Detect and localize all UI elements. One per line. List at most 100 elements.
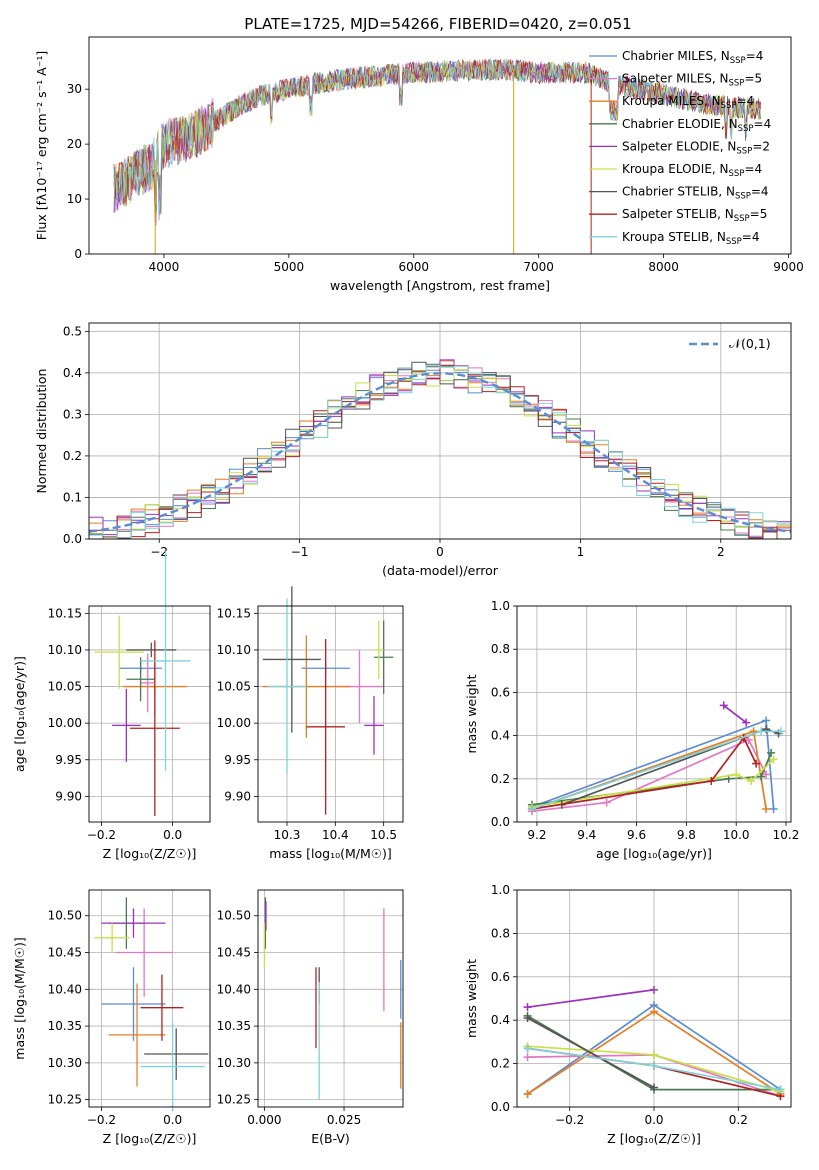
legend-label: Kroupa MILES, NSSP=4	[622, 94, 754, 111]
normal-curve	[88, 372, 792, 533]
y-tick-label: 10.40	[48, 982, 82, 996]
x-tick-label: 9.2	[527, 828, 546, 842]
y-tick-label: 10.30	[217, 1056, 251, 1070]
weight-line	[531, 758, 775, 808]
x-tick-label: 0.000	[247, 1113, 281, 1127]
histogram-step-8	[89, 365, 791, 540]
x-axis-label: Z [log₁₀(Z/Z☉)]	[103, 846, 197, 861]
weight-marker	[744, 735, 753, 744]
histogram-step-7	[89, 364, 791, 540]
legend-label: Kroupa ELODIE, NSSP=4	[622, 162, 762, 179]
chart-layer: 4000 5000 6000 7000 8000 90000102030wavelengt…	[12, 36, 804, 1146]
weight-marker	[707, 776, 716, 785]
legend-label: Chabrier STELIB, NSSP=4	[622, 185, 769, 202]
spectrum-axes: 4000 5000 6000 7000 8000 9000 0 10 20 30 wavelengt…	[34, 51, 804, 293]
weight_vs_age-axes: 9.2 9.4 9.6 9.8 10.0 10.2 0.0 0.2 0.4 0.6 0.8 1.0 ag…	[464, 599, 799, 861]
y-tick-label: 9.90	[224, 789, 251, 803]
x-tick-label: 10.0	[723, 828, 750, 842]
x-tick-label: 0	[436, 545, 444, 559]
spectrum-line-8	[113, 59, 761, 212]
y-tick-label: 9.95	[55, 753, 82, 767]
x-tick-label: 0.025	[327, 1113, 361, 1127]
y-tick-label: 10.40	[217, 982, 251, 996]
y-tick-label: 20	[67, 137, 82, 151]
x-tick-label: 9.4	[577, 828, 596, 842]
weight-marker	[650, 1083, 658, 1092]
y-tick-label: 10.05	[48, 680, 82, 694]
weight-marker	[523, 1003, 532, 1012]
y-tick-label: 0.2	[63, 449, 82, 463]
x-axis-label: age [log₁₀(age/yr)]	[596, 846, 712, 861]
y-tick-label: 10.10	[217, 643, 251, 657]
legend-label: Chabrier ELODIE, NSSP=4	[622, 117, 771, 134]
weight-marker	[732, 770, 741, 779]
y-tick-label: 0.0	[63, 532, 82, 546]
y-tick-label: 0.4	[63, 366, 82, 380]
y-tick-label: 0.5	[63, 324, 82, 338]
y-tick-label: 10.50	[217, 909, 251, 923]
y-tick-label: 0.1	[63, 490, 82, 504]
weight-marker	[650, 1061, 658, 1070]
x-tick-label: 4000	[149, 260, 180, 274]
x-tick-label: 7000	[523, 260, 554, 274]
axes-frame	[88, 36, 792, 255]
x-tick-label: 10.4	[322, 828, 349, 842]
x-axis-label: mass [log₁₀(M/M☉)]	[269, 846, 391, 861]
y-tick-label: 10.00	[217, 716, 251, 730]
y-tick-label: 10	[67, 192, 82, 206]
x-tick-label: 0.0	[163, 828, 182, 842]
weight-marker	[757, 772, 766, 781]
y-tick-label: 10.30	[48, 1056, 82, 1070]
y-tick-label: 10.35	[48, 1019, 82, 1033]
x-axis-label: wavelength [Angstrom, rest frame]	[330, 278, 550, 293]
y-tick-label: 0.4	[491, 1013, 510, 1027]
weight-marker	[650, 1007, 658, 1016]
legend-label: Chabrier MILES, NSSP=4	[622, 49, 763, 66]
y-tick-label: 0.0	[491, 1100, 510, 1114]
age_vs_mass-axes: 10.3 10.4 10.5 9.90 9.95 10.00 10.05 10.10 10.15…	[217, 606, 403, 861]
weight-marker	[769, 755, 778, 764]
y-tick-label: 10.45	[217, 946, 251, 960]
x-tick-label: 8000	[648, 260, 679, 274]
mass_vs_EBV-axes: 0.000 0.025 10.25 10.30 10.35 10.40 10.45 10.50…	[217, 890, 403, 1146]
y-tick-label: 0.8	[491, 642, 510, 656]
y-axis-label: Normed distribution	[34, 369, 49, 494]
y-axis-label: mass weight	[464, 674, 479, 753]
y-tick-label: 0.3	[63, 407, 82, 421]
weight-marker	[527, 805, 536, 814]
y-tick-label: 10.50	[48, 909, 82, 923]
weight-marker	[769, 805, 778, 814]
y-tick-label: 0.6	[491, 685, 510, 699]
y-tick-label: 9.95	[224, 753, 251, 767]
weight-marker	[776, 1085, 785, 1094]
weight-line	[527, 1017, 655, 1089]
y-tick-label: 30	[67, 82, 82, 96]
y-tick-label: 0.6	[491, 970, 510, 984]
weight-marker	[762, 716, 771, 725]
x-tick-label: 10.5	[370, 828, 397, 842]
x-tick-label: 9.6	[627, 828, 646, 842]
x-tick-label: 10.2	[773, 828, 800, 842]
legend-label: Kroupa STELIB, NSSP=4	[622, 230, 760, 247]
y-axis-label: age [log₁₀(age/yr)]	[12, 656, 27, 772]
x-tick-label: 9000	[773, 260, 804, 274]
weight-marker	[747, 776, 756, 785]
y-tick-label: 1.0	[491, 599, 510, 613]
mass_vs_Z-axes: −0.2 0.0 10.25 10.30 10.35 10.40 10.45 10.50 Z […	[12, 890, 210, 1146]
weight-marker	[762, 805, 771, 814]
x-tick-label: −0.2	[87, 1113, 116, 1127]
y-tick-label: 10.15	[48, 606, 82, 620]
axes-frame	[257, 889, 404, 1108]
y-tick-label: 10.35	[217, 1019, 251, 1033]
y-tick-label: 10.10	[48, 643, 82, 657]
weight-marker	[650, 1050, 658, 1059]
x-tick-label: 5000	[274, 260, 305, 274]
weight-marker	[762, 770, 771, 779]
y-tick-label: 0.8	[491, 926, 510, 940]
y-tick-label: 10.25	[217, 1093, 251, 1107]
x-tick-label: 9.8	[677, 828, 696, 842]
y-tick-label: 0.4	[491, 729, 510, 743]
y-tick-label: 10.45	[48, 946, 82, 960]
y-tick-label: 9.90	[55, 789, 82, 803]
axes-frame	[88, 322, 792, 540]
